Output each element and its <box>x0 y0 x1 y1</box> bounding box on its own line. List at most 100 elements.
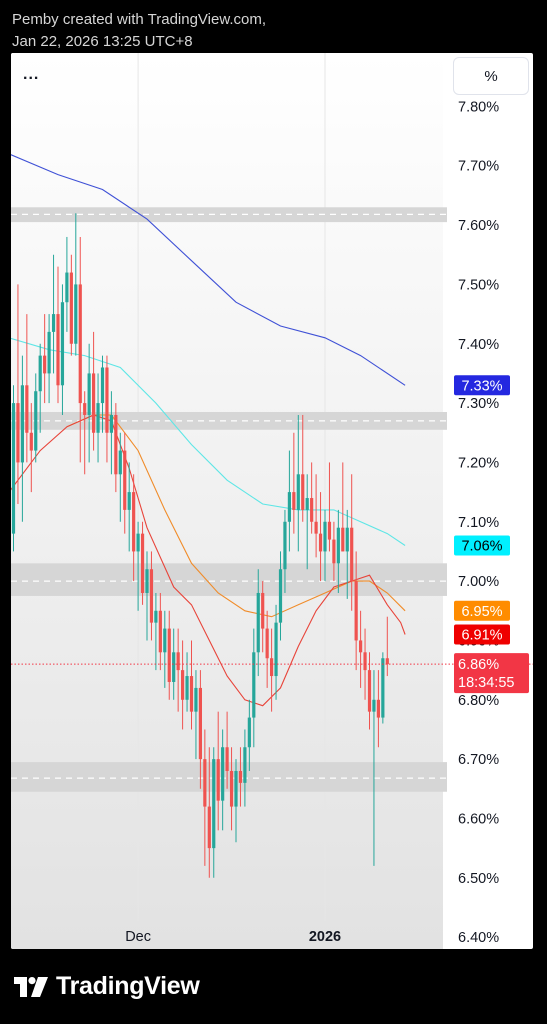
candle <box>20 355 24 522</box>
tradingview-logo: TradingView <box>14 972 200 1001</box>
candle-body <box>354 581 358 641</box>
candle-body <box>385 658 389 665</box>
candle <box>83 391 87 475</box>
percent-scale-button[interactable]: % <box>453 57 529 95</box>
candle <box>154 592 158 671</box>
candle-body <box>149 569 154 623</box>
candle-body <box>109 414 113 433</box>
x-axis-label: Dec <box>125 929 151 945</box>
more-menu-button[interactable]: ... <box>23 66 40 83</box>
candle-body <box>216 759 220 801</box>
candle <box>336 509 340 593</box>
candle <box>345 509 349 599</box>
candle <box>243 729 247 807</box>
candle-body <box>114 414 118 475</box>
candle-body <box>16 403 20 463</box>
candle-body <box>74 284 78 344</box>
candle <box>247 699 251 771</box>
y-axis-tick: 7.60% <box>458 218 499 234</box>
candle <box>234 759 238 843</box>
candle-body <box>381 658 385 718</box>
candle <box>381 652 385 724</box>
candle <box>65 236 69 332</box>
candle-body <box>127 492 131 510</box>
y-axis-tick: 7.00% <box>458 574 499 590</box>
y-axis-tick: 6.70% <box>458 752 499 768</box>
y-axis-tick: 6.40% <box>458 930 499 946</box>
price-chart[interactable]: Dec 2026 7.80% 7.70% 7.60% 7.50% 7.40% 7.30% 7.2… <box>11 53 533 949</box>
candle <box>172 628 176 700</box>
candle <box>207 747 211 878</box>
candle <box>11 385 16 552</box>
candle-body <box>274 622 278 677</box>
candle-body <box>38 355 42 392</box>
candle <box>305 474 309 570</box>
candle-body <box>310 498 314 522</box>
candle <box>296 414 300 552</box>
candle <box>274 604 278 700</box>
y-axis-tick: 7.10% <box>458 515 499 531</box>
candle <box>136 521 140 611</box>
y-axis-tick: 6.80% <box>458 693 499 709</box>
candle <box>189 640 194 730</box>
candle <box>92 331 96 451</box>
timestamp-line: Jan 22, 2026 13:25 UTC+8 <box>12 33 193 50</box>
candle <box>265 610 269 688</box>
candle-body <box>332 539 336 564</box>
candle <box>25 314 29 463</box>
badge-label: 7.33% <box>461 378 502 394</box>
badge-background <box>454 535 510 556</box>
candle-body <box>305 498 309 510</box>
candle-body <box>345 527 349 552</box>
chart-frame[interactable]: Dec 2026 7.80% 7.70% 7.60% 7.50% 7.40% 7.30% 7.2… <box>11 53 533 949</box>
candle <box>367 652 372 730</box>
candle <box>78 236 82 463</box>
candle-body <box>176 652 180 671</box>
candle-body <box>327 521 332 540</box>
candle-body <box>301 474 305 510</box>
badge-background <box>454 375 510 396</box>
plot-background <box>11 53 443 949</box>
candle-body <box>207 806 211 849</box>
candle <box>16 284 20 504</box>
candle-body <box>243 747 247 783</box>
last-price-badge-background <box>454 653 529 694</box>
candle-body <box>292 492 296 510</box>
candle <box>105 355 109 463</box>
candle <box>229 747 234 831</box>
candle-body <box>47 331 51 374</box>
candle-body <box>198 687 202 760</box>
candle-body <box>34 391 38 451</box>
support-resistance-zone <box>11 762 447 792</box>
candle-body <box>105 367 109 433</box>
candle-body <box>203 759 207 807</box>
candle-body <box>238 770 243 783</box>
candle-body <box>145 569 149 593</box>
support-resistance-zone <box>11 563 447 596</box>
candle-body <box>283 521 287 570</box>
candle <box>376 670 380 748</box>
candle-body <box>314 521 318 534</box>
candle-body <box>372 699 376 712</box>
candle-body <box>65 272 69 303</box>
candle-body <box>270 658 274 677</box>
candle <box>323 509 327 582</box>
candle <box>292 432 296 534</box>
candle-body <box>318 533 323 552</box>
candle-body <box>185 676 189 700</box>
candle-body <box>172 652 176 682</box>
candle <box>140 521 145 605</box>
candle-body <box>92 373 96 433</box>
candle-body <box>225 747 229 771</box>
candle <box>47 314 51 404</box>
candle <box>123 432 127 534</box>
last-price-value: 6.86% <box>458 657 499 673</box>
candle <box>385 616 389 677</box>
moving-average-line-ma_orange <box>66 414 406 618</box>
candle-body <box>181 670 185 700</box>
candle <box>38 343 42 433</box>
candle <box>100 355 105 433</box>
y-axis-tick: 7.30% <box>458 396 499 412</box>
y-axis-tick: 6.60% <box>458 811 499 827</box>
candle <box>34 373 38 463</box>
